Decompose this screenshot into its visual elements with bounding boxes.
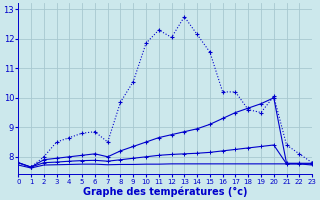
X-axis label: Graphe des températures (°c): Graphe des températures (°c) — [83, 186, 247, 197]
